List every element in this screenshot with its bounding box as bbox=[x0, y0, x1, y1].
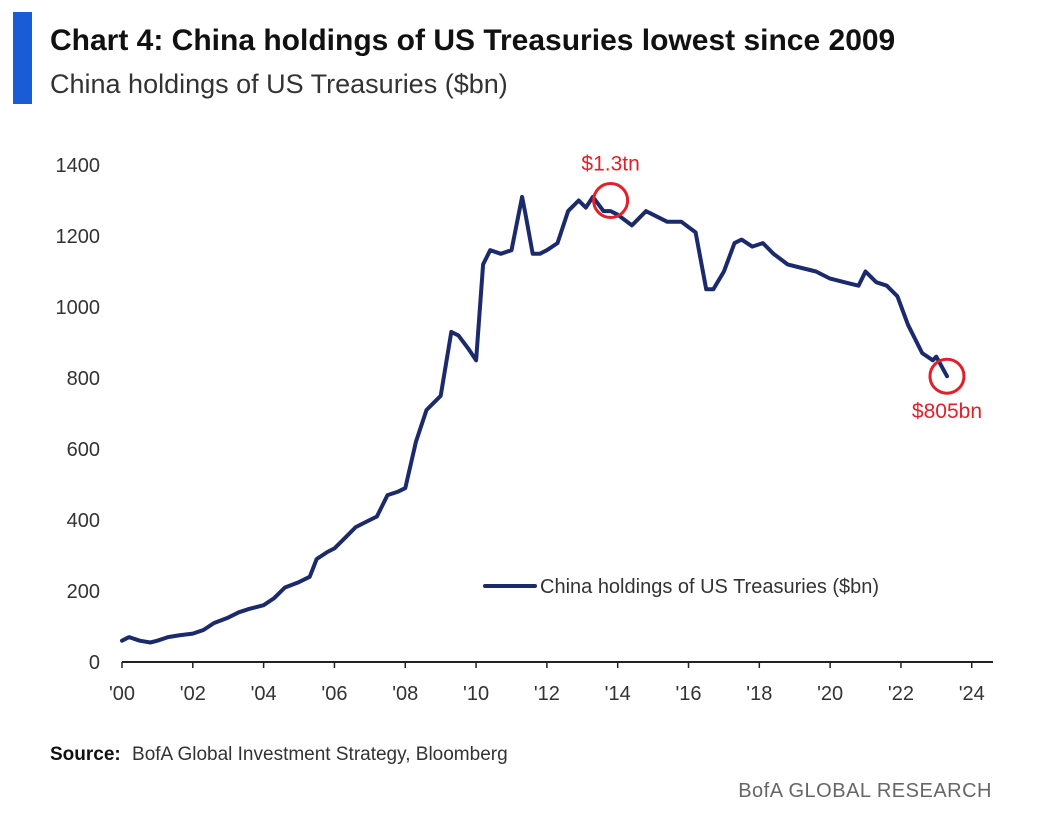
chart-subtitle: China holdings of US Treasuries ($bn) bbox=[50, 69, 508, 99]
y-tick-label: 1000 bbox=[56, 297, 101, 319]
x-tick-label: '02 bbox=[180, 683, 206, 705]
accent-bar bbox=[13, 12, 32, 104]
x-tick-label: '08 bbox=[392, 683, 418, 705]
x-tick-label: '20 bbox=[817, 683, 843, 705]
source-text: BofA Global Investment Strategy, Bloombe… bbox=[132, 744, 508, 765]
annotation-label: $1.3tn bbox=[581, 153, 639, 176]
x-tick-label: '06 bbox=[321, 683, 347, 705]
series-line bbox=[120, 194, 949, 645]
source-label: Source: bbox=[50, 744, 121, 765]
y-tick-label: 800 bbox=[67, 368, 100, 390]
x-tick-label: '24 bbox=[959, 683, 985, 705]
x-tick-label: '04 bbox=[251, 683, 277, 705]
x-tick-label: '12 bbox=[534, 683, 560, 705]
y-tick-label: 0 bbox=[89, 652, 100, 674]
chart-title: Chart 4: China holdings of US Treasuries… bbox=[50, 24, 896, 57]
y-tick-label: 1400 bbox=[56, 155, 101, 177]
annotation-label: $805bn bbox=[912, 400, 982, 423]
x-tick-label: '10 bbox=[463, 683, 489, 705]
y-tick-label: 400 bbox=[67, 510, 100, 532]
x-tick-label: '14 bbox=[605, 683, 631, 705]
x-tick-label: '00 bbox=[109, 683, 135, 705]
x-tick-label: '16 bbox=[675, 683, 701, 705]
brand-mark: BofA GLOBAL RESEARCH bbox=[738, 780, 992, 802]
annotation-circle bbox=[592, 182, 630, 219]
y-tick-label: 600 bbox=[67, 439, 100, 461]
source-note: Source: BofA Global Investment Strategy,… bbox=[50, 744, 508, 766]
x-tick-label: '18 bbox=[746, 683, 772, 705]
y-tick-label: 200 bbox=[67, 581, 100, 603]
legend-label: China holdings of US Treasuries ($bn) bbox=[540, 576, 879, 598]
annotation-circle bbox=[928, 357, 966, 395]
y-tick-label: 1200 bbox=[56, 226, 101, 248]
x-tick-label: '22 bbox=[888, 683, 914, 705]
